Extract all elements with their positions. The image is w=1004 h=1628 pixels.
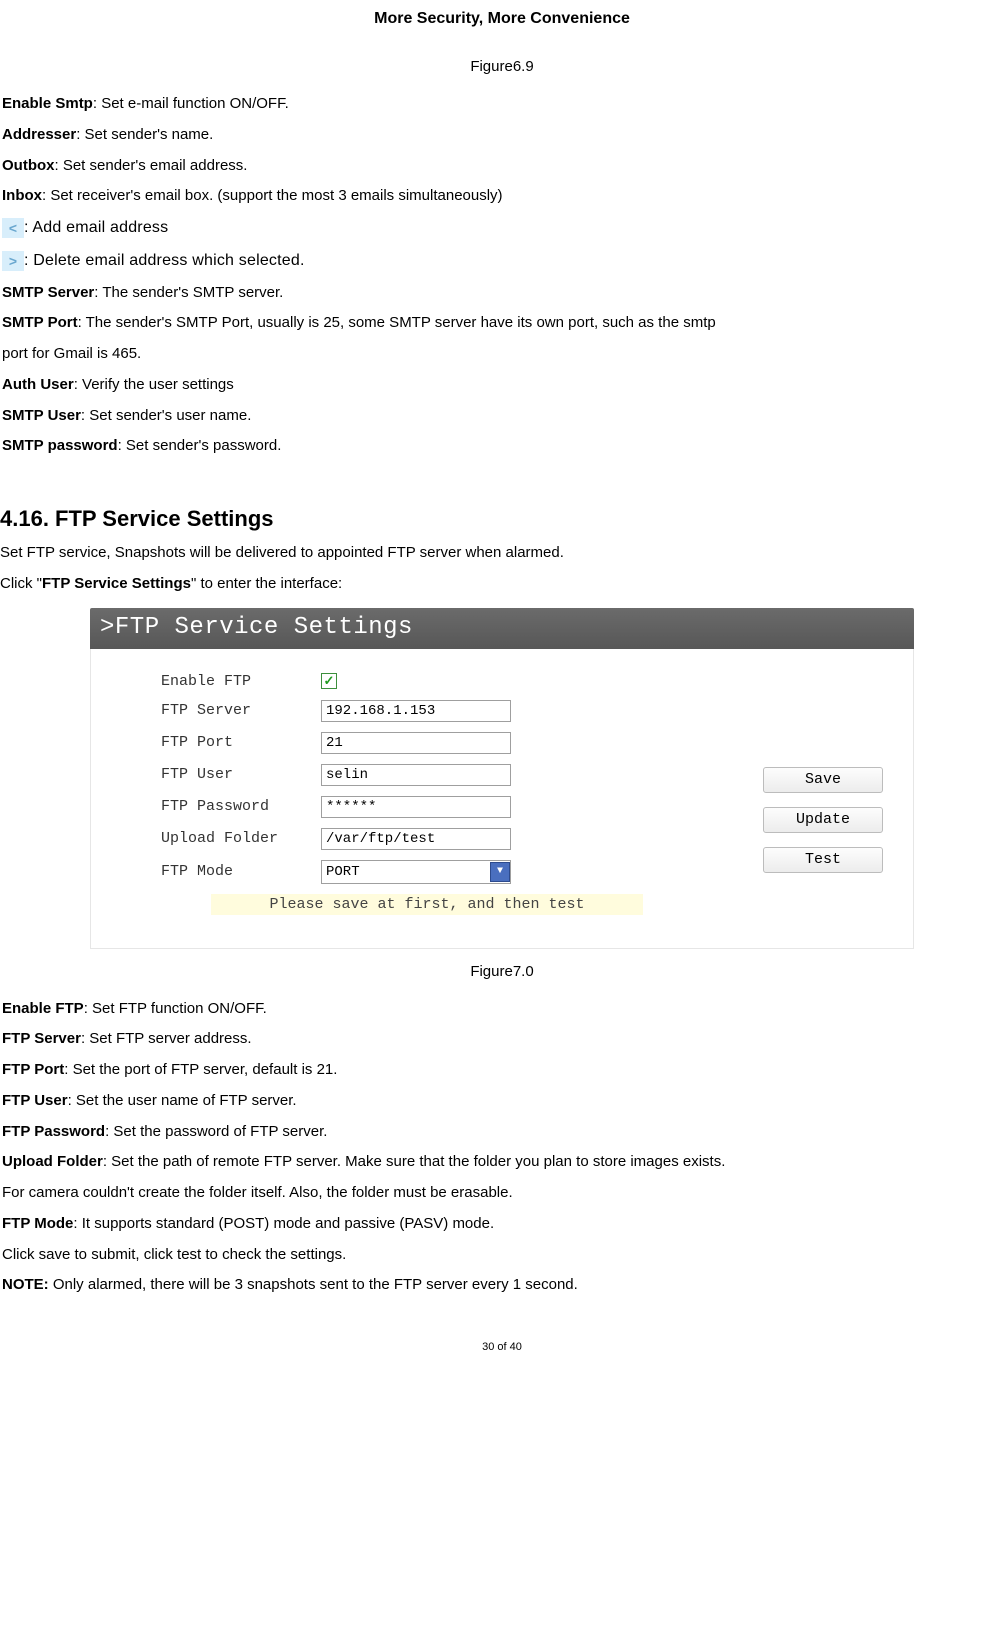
- input-ftp-server[interactable]: [321, 700, 511, 722]
- term-outbox: Outbox: [2, 157, 55, 174]
- term-auth-user: Auth User: [2, 376, 74, 393]
- ftp-intro-2b: FTP Service Settings: [42, 575, 191, 592]
- ftp-hint-text: Please save at first, and then test: [211, 894, 643, 915]
- del-email-desc: : Delete email address which selected.: [24, 252, 305, 269]
- ftp-panel-body: Enable FTP ✓ FTP Server FTP Port FTP Use…: [90, 649, 914, 949]
- term-smtp-user: SMTP User: [2, 407, 81, 424]
- label-ftp-password: FTP Password: [161, 798, 321, 815]
- ftp-intro-2c: " to enter the interface:: [191, 575, 342, 592]
- add-email-desc: : Add email address: [24, 219, 168, 236]
- term-ftp-user: FTP User: [2, 1092, 68, 1109]
- desc-upload-folder-2: For camera couldn't create the folder it…: [2, 1184, 513, 1201]
- term-ftp-password: FTP Password: [2, 1123, 105, 1140]
- desc-ftp-mode: : It supports standard (POST) mode and p…: [73, 1215, 494, 1232]
- smtp-definitions: Enable Smtp: Set e-mail function ON/OFF.…: [2, 89, 1002, 462]
- chevron-down-icon: ▼: [490, 862, 510, 882]
- ftp-intro-2a: Click ": [0, 575, 42, 592]
- page-number: 30 of 40: [0, 1341, 1004, 1353]
- desc-auth-user: : Verify the user settings: [74, 376, 234, 393]
- ftp-intro-1: Set FTP service, Snapshots will be deliv…: [0, 538, 1004, 569]
- desc-ftp-server: : Set FTP server address.: [81, 1030, 252, 1047]
- desc-smtp-password: : Set sender's password.: [118, 437, 282, 454]
- term-note: NOTE:: [2, 1276, 49, 1293]
- desc-ftp-port: : Set the port of FTP server, default is…: [64, 1061, 337, 1078]
- desc-upload-folder: : Set the path of remote FTP server. Mak…: [103, 1153, 726, 1170]
- desc-smtp-user: : Set sender's user name.: [81, 407, 251, 424]
- term-ftp-server: FTP Server: [2, 1030, 81, 1047]
- ftp-panel-banner: >FTP Service Settings: [90, 608, 914, 649]
- desc-note: Only alarmed, there will be 3 snapshots …: [49, 1276, 578, 1293]
- term-smtp-server: SMTP Server: [2, 284, 94, 301]
- label-ftp-user: FTP User: [161, 766, 321, 783]
- desc-ftp-password: : Set the password of FTP server.: [105, 1123, 327, 1140]
- input-upload-folder[interactable]: [321, 828, 511, 850]
- label-ftp-mode: FTP Mode: [161, 863, 321, 880]
- right-arrow-icon: >: [2, 251, 24, 271]
- desc-smtp-server: : The sender's SMTP server.: [94, 284, 283, 301]
- input-ftp-port[interactable]: [321, 732, 511, 754]
- label-ftp-server: FTP Server: [161, 702, 321, 719]
- ftp-settings-panel: >FTP Service Settings Enable FTP ✓ FTP S…: [90, 608, 914, 949]
- term-smtp-port: SMTP Port: [2, 314, 78, 331]
- desc-outbox: : Set sender's email address.: [55, 157, 248, 174]
- desc-inbox: : Set receiver's email box. (support the…: [42, 187, 503, 204]
- input-ftp-password[interactable]: [321, 796, 511, 818]
- label-upload-folder: Upload Folder: [161, 830, 321, 847]
- figure-caption-1: Figure6.9: [0, 58, 1004, 75]
- term-smtp-password: SMTP password: [2, 437, 118, 454]
- update-button[interactable]: Update: [763, 807, 883, 833]
- select-ftp-mode-value: PORT: [326, 864, 360, 880]
- page-header-title: More Security, More Convenience: [0, 10, 1004, 28]
- ftp-definitions: Enable FTP: Set FTP function ON/OFF. FTP…: [2, 994, 1002, 1302]
- desc-enable-smtp: : Set e-mail function ON/OFF.: [93, 95, 289, 112]
- left-arrow-icon: <: [2, 218, 24, 238]
- desc-addresser: : Set sender's name.: [76, 126, 213, 143]
- desc-save-test: Click save to submit, click test to chec…: [2, 1246, 346, 1263]
- figure-caption-2: Figure7.0: [0, 963, 1004, 980]
- desc-ftp-user: : Set the user name of FTP server.: [68, 1092, 297, 1109]
- test-button[interactable]: Test: [763, 847, 883, 873]
- term-upload-folder: Upload Folder: [2, 1153, 103, 1170]
- term-enable-smtp: Enable Smtp: [2, 95, 93, 112]
- label-ftp-port: FTP Port: [161, 734, 321, 751]
- section-heading-ftp: 4.16. FTP Service Settings: [0, 506, 1004, 532]
- desc-smtp-port-2: port for Gmail is 465.: [2, 345, 141, 362]
- desc-enable-ftp: : Set FTP function ON/OFF.: [84, 1000, 267, 1017]
- label-enable-ftp: Enable FTP: [161, 673, 321, 690]
- term-enable-ftp: Enable FTP: [2, 1000, 84, 1017]
- term-ftp-mode: FTP Mode: [2, 1215, 73, 1232]
- term-inbox: Inbox: [2, 187, 42, 204]
- term-ftp-port: FTP Port: [2, 1061, 64, 1078]
- checkbox-enable-ftp[interactable]: ✓: [321, 673, 337, 689]
- save-button[interactable]: Save: [763, 767, 883, 793]
- select-ftp-mode[interactable]: PORT ▼: [321, 860, 511, 884]
- term-addresser: Addresser: [2, 126, 76, 143]
- desc-smtp-port: : The sender's SMTP Port, usually is 25,…: [78, 314, 716, 331]
- input-ftp-user[interactable]: [321, 764, 511, 786]
